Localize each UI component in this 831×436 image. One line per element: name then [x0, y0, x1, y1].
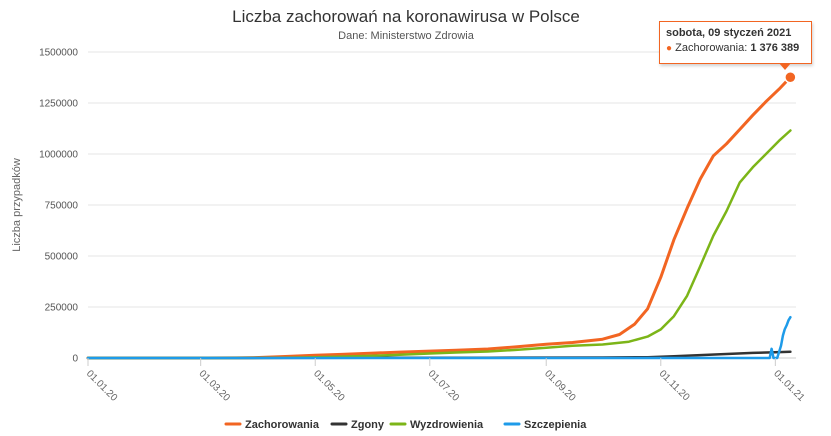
x-tick-label: 01.09.20 [542, 368, 578, 404]
y-axis-label: Liczba przypadków [11, 158, 23, 252]
y-tick-label: 500000 [45, 252, 79, 263]
legend-label: Zgony [351, 419, 385, 431]
legend-item-szczepienia: Szczepienia [503, 419, 587, 431]
grid [88, 51, 796, 359]
tooltip-date: sobota, 09 styczeń 2021 [666, 27, 792, 39]
chart-subtitle: Dane: Ministerstwo Zdrowia [338, 30, 475, 42]
chart-title: Liczba zachorowań na koronawirusa w Pols… [232, 7, 580, 26]
legend: Zachorowania Zgony Wyzdrowienia Szczepienia [224, 419, 587, 431]
y-tick-label: 1500000 [39, 48, 78, 59]
x-tick-label: 01.01.20 [84, 368, 120, 404]
tooltip-pointer [779, 63, 791, 70]
x-tick-label: 01.11.20 [657, 368, 692, 403]
y-tick-label: 250000 [45, 303, 79, 314]
x-tick-label: 01.01.21 [771, 368, 807, 404]
legend-label: Wyzdrowienia [410, 419, 484, 431]
legend-item-wyzdrowienia: Wyzdrowienia [389, 419, 484, 431]
legend-item-zachorowania: Zachorowania [224, 419, 320, 431]
series-line-wyzdrowienia [86, 129, 792, 360]
series-layer [86, 75, 792, 360]
tooltip-value: 1 376 389 [750, 42, 800, 54]
legend-label: Zachorowania [245, 419, 320, 431]
y-tick-label: 1250000 [39, 99, 78, 110]
highlight-point [784, 70, 797, 84]
y-tick-label: 1000000 [39, 150, 78, 161]
x-tick-label: 01.05.20 [311, 368, 347, 404]
x-tick-label: 01.03.20 [197, 368, 233, 404]
legend-item-zgony: Zgony [330, 419, 385, 431]
y-axis: 0 250000 500000 750000 1000000 1250000 1500000 [39, 48, 78, 365]
y-tick-label: 750000 [45, 201, 79, 212]
y-tick-label: 0 [72, 354, 78, 365]
tooltip-series-label: Zachorowania: [675, 42, 751, 54]
tooltip-series-dot: ● [666, 43, 673, 54]
marker-layer [784, 70, 797, 84]
legend-label: Szczepienia [524, 419, 587, 431]
x-tick-label: 01.07.20 [426, 368, 462, 404]
x-axis: 01.01.20 01.03.20 01.05.20 01.07.20 01.09.20… [84, 358, 807, 404]
series-line-zachorowania [86, 75, 792, 360]
tooltip: sobota, 09 styczeń 2021 ● Zachorowania: … [659, 21, 812, 64]
series-line-szczepienia [86, 315, 792, 360]
